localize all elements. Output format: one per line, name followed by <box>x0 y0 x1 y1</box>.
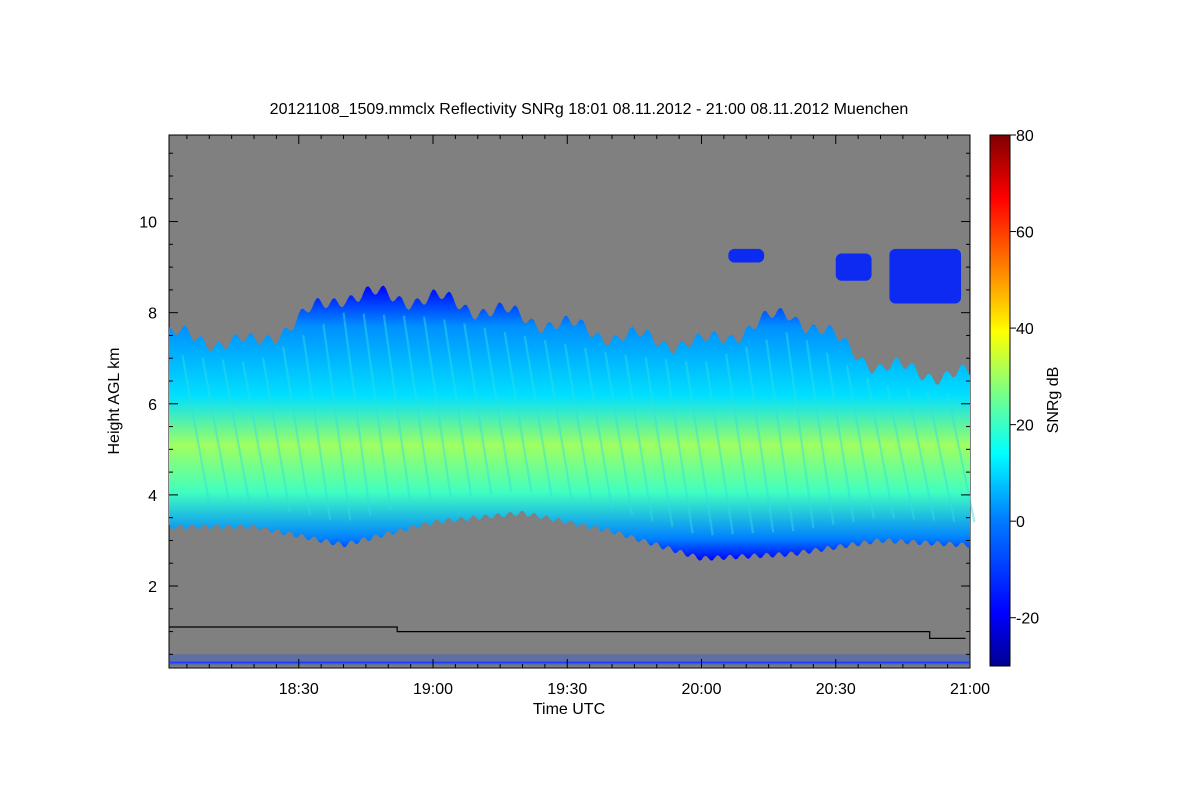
fall-streak <box>624 354 654 522</box>
fall-streak <box>523 335 553 497</box>
y-tick-label: 6 <box>148 397 157 414</box>
fall-streak <box>443 319 473 496</box>
fall-streak <box>382 314 412 506</box>
cloud-layer-group <box>169 285 976 561</box>
x-tick-label: 20:30 <box>816 681 856 698</box>
fall-streak <box>865 377 896 519</box>
colorbar-tick-label: 20 <box>1016 418 1034 435</box>
colorbar: -20 0 20 40 60 80 <box>989 128 1039 667</box>
fall-streak <box>362 313 392 511</box>
y-tick-label: 4 <box>148 488 157 505</box>
ground-clutter <box>170 654 969 666</box>
x-tick-label: 18:30 <box>279 681 319 698</box>
fall-streak <box>725 353 755 534</box>
cloud-layer <box>169 285 970 561</box>
lowest-range-gate-line <box>169 626 966 640</box>
fall-streak <box>302 335 332 520</box>
fall-streak <box>563 343 593 505</box>
colorbar-tick-label: 80 <box>1016 128 1034 145</box>
ground-clutter-group <box>170 654 969 666</box>
x-axis: 18:30 19:00 19:30 20:00 20:30 21:00 <box>186 135 990 698</box>
upper-cloud-patch <box>728 248 765 263</box>
upper-cloud-patch <box>835 253 872 281</box>
y-tick-label: 8 <box>148 306 157 323</box>
fall-streak <box>825 352 855 522</box>
fall-streak <box>221 359 251 505</box>
fall-streak <box>745 346 775 533</box>
plot-area <box>168 134 976 669</box>
colorbar-gradient <box>989 134 1011 667</box>
fall-streak <box>543 339 573 501</box>
chart-title: 20121108_1509.mmclx Reflectivity SNRg 18… <box>270 101 909 118</box>
fall-streak <box>342 312 372 516</box>
colorbar-tick-label: 60 <box>1016 225 1034 242</box>
colorbar-ticks: -20 0 20 40 60 80 <box>1010 128 1039 628</box>
x-tick-label: 19:30 <box>547 681 587 698</box>
fall-streak <box>503 331 533 493</box>
fall-streak <box>845 364 875 519</box>
fall-streak <box>886 386 916 520</box>
fall-streak <box>684 361 714 536</box>
y-tick-label: 10 <box>139 215 157 232</box>
fall-streak <box>181 354 211 505</box>
fall-streak <box>463 323 493 494</box>
y-tick-label: 2 <box>148 579 157 596</box>
fall-streak <box>322 323 352 521</box>
fall-streak <box>261 357 291 512</box>
fall-streak <box>906 388 936 521</box>
fall-streak <box>241 361 271 508</box>
upper-cloud-patch <box>889 248 962 304</box>
fall-streak <box>704 361 734 535</box>
fall-streak <box>664 358 694 534</box>
upper-patches-group <box>728 248 962 304</box>
colorbar-tick-label: 40 <box>1016 321 1034 338</box>
x-tick-label: 19:00 <box>413 681 453 698</box>
fall-streak <box>805 340 835 526</box>
x-tick-label: 20:00 <box>681 681 721 698</box>
x-axis-label: Time UTC <box>533 701 605 718</box>
colorbar-tick-label: -20 <box>1016 611 1039 628</box>
y-axis: 2 4 6 8 10 <box>139 152 970 655</box>
y-axis-label: Height AGL km <box>106 347 123 454</box>
colorbar-tick-label: 0 <box>1016 514 1025 531</box>
fall-streak <box>644 356 674 528</box>
fall-streak <box>604 352 634 515</box>
fall-streak <box>422 316 453 498</box>
fall-streak <box>584 348 614 509</box>
fall-streak <box>201 357 231 505</box>
x-tick-label: 21:00 <box>950 681 990 698</box>
fall-streak <box>785 332 815 529</box>
fall-streak <box>765 339 795 532</box>
fall-streak <box>402 315 432 501</box>
fall-streak <box>926 390 956 522</box>
fall-streak <box>483 327 513 492</box>
fall-streak <box>282 346 312 516</box>
fall-streak <box>946 392 976 523</box>
colorbar-label: SNRg dB <box>1045 367 1062 434</box>
